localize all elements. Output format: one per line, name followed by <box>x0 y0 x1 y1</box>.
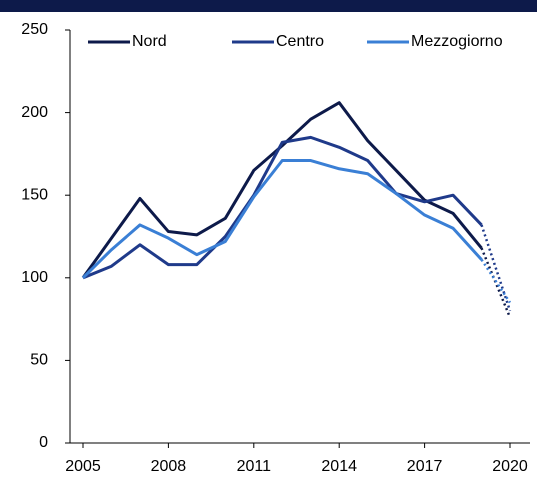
legend-label: Centro <box>276 33 324 50</box>
y-tick-label: 200 <box>21 104 48 121</box>
line-solid <box>82 135 483 280</box>
x-tick-label: 2017 <box>407 458 443 475</box>
x-tick-label: 2011 <box>237 458 272 475</box>
legend-label: Mezzogiorno <box>411 33 503 50</box>
line-dotted <box>480 224 512 312</box>
y-tick-label: 250 <box>21 21 48 38</box>
line-dotted <box>480 258 512 304</box>
y-tick-label: 150 <box>21 186 48 203</box>
x-tick-label: 2020 <box>492 458 528 475</box>
header-band <box>0 0 537 12</box>
line-solid <box>81 101 483 279</box>
line-solid <box>81 159 483 279</box>
x-tick-label: 2008 <box>151 458 187 475</box>
y-tick-label: 50 <box>30 352 48 369</box>
y-tick-label: 100 <box>21 269 48 286</box>
legend-label: Nord <box>132 33 167 50</box>
x-tick-label: 2005 <box>65 458 101 475</box>
line-dotted <box>480 247 512 318</box>
x-tick-label: 2014 <box>321 458 357 475</box>
y-tick-label: 0 <box>39 434 48 451</box>
